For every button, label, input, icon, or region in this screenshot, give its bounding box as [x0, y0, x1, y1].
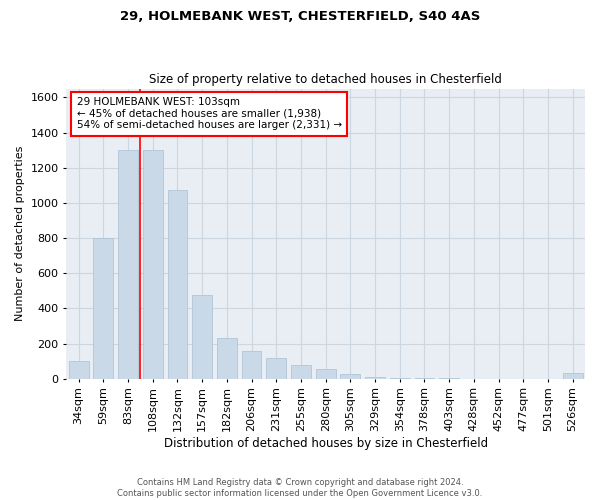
- Bar: [316, 369, 335, 378]
- Bar: [365, 377, 385, 378]
- Title: Size of property relative to detached houses in Chesterfield: Size of property relative to detached ho…: [149, 73, 502, 86]
- X-axis label: Distribution of detached houses by size in Chesterfield: Distribution of detached houses by size …: [164, 437, 488, 450]
- Text: 29, HOLMEBANK WEST, CHESTERFIELD, S40 4AS: 29, HOLMEBANK WEST, CHESTERFIELD, S40 4A…: [120, 10, 480, 23]
- Text: Contains HM Land Registry data © Crown copyright and database right 2024.
Contai: Contains HM Land Registry data © Crown c…: [118, 478, 482, 498]
- Bar: [291, 364, 311, 378]
- Bar: [94, 238, 113, 378]
- Bar: [143, 150, 163, 378]
- Text: 29 HOLMEBANK WEST: 103sqm
← 45% of detached houses are smaller (1,938)
54% of se: 29 HOLMEBANK WEST: 103sqm ← 45% of detac…: [77, 98, 342, 130]
- Bar: [340, 374, 360, 378]
- Bar: [217, 338, 237, 378]
- Bar: [69, 361, 89, 378]
- Bar: [118, 150, 138, 378]
- Y-axis label: Number of detached properties: Number of detached properties: [15, 146, 25, 322]
- Bar: [563, 374, 583, 378]
- Bar: [266, 358, 286, 378]
- Bar: [242, 352, 262, 378]
- Bar: [192, 295, 212, 378]
- Bar: [167, 190, 187, 378]
